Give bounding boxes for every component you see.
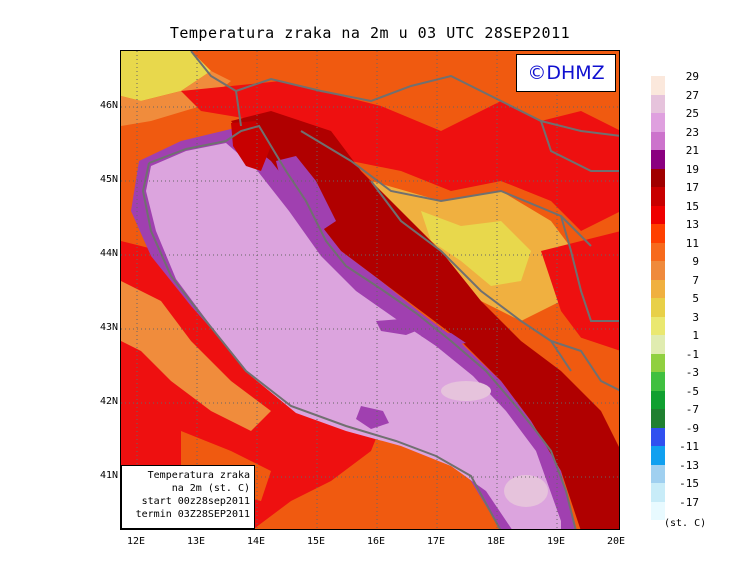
legend-swatch <box>651 464 665 483</box>
info-line: na 2m (st. C) <box>171 483 250 494</box>
legend-swatch <box>651 298 665 317</box>
legend-label: 19 <box>685 162 699 176</box>
borders <box>141 51 619 529</box>
istria-peninsula <box>231 121 271 171</box>
legend-swatch <box>651 224 665 243</box>
warm-zone-light-orange <box>121 71 231 126</box>
legend-swatch <box>651 113 665 132</box>
dhmz-watermark: ©DHMZ <box>516 54 616 92</box>
dalmatian-island <box>376 319 421 335</box>
graticule <box>121 51 619 529</box>
lon-label-12e: 12E <box>126 536 146 547</box>
legend-label: 25 <box>685 107 699 120</box>
legend-label: 17 <box>685 181 699 194</box>
legend-label: 29 <box>685 70 699 83</box>
legend-swatch <box>651 131 665 150</box>
sea-light-patch <box>441 381 491 401</box>
lon-label-17e: 17E <box>426 536 446 547</box>
legend-label: -7 <box>685 403 699 416</box>
lon-label-13e: 13E <box>186 536 206 547</box>
legend-unit: (st. C) <box>664 518 707 529</box>
info-box: Temperatura zraka na 2m (st. C) start 00… <box>121 465 255 529</box>
legend-swatch <box>651 279 665 298</box>
legend-label: -1 <box>685 347 699 361</box>
legend-label: -17 <box>679 495 699 509</box>
zone-red-east <box>541 231 619 379</box>
warm-zone-yellow <box>121 51 211 101</box>
legend-swatch <box>651 501 665 520</box>
lat-label-42n: 42N <box>99 396 118 407</box>
legend-label: 15 <box>685 199 699 213</box>
info-line: termin 03Z28SEP2011 <box>135 509 250 520</box>
legend-label: -3 <box>685 366 699 379</box>
legend-swatch <box>651 409 665 428</box>
legend-swatch <box>651 168 665 187</box>
legend-label: 21 <box>685 144 699 157</box>
sea-light-patch <box>504 475 548 507</box>
info-line: start 00z28sep2011 <box>141 496 250 507</box>
map-frame <box>120 50 620 530</box>
legend-swatch <box>651 76 665 95</box>
legend-label: 23 <box>685 125 699 139</box>
zone-yellow-inland-2 <box>421 211 531 286</box>
map-title: Temperatura zraka na 2m u 03 UTC 28SEP20… <box>169 24 571 42</box>
legend-label: 27 <box>685 88 699 102</box>
legend-swatch <box>651 261 665 280</box>
legend-swatch <box>651 390 665 409</box>
legend-swatch <box>651 205 665 224</box>
lat-label-43n: 43N <box>99 322 118 333</box>
legend-label: 13 <box>685 218 699 231</box>
legend-swatch <box>651 427 665 446</box>
lon-label-18e: 18E <box>486 536 506 547</box>
legend-swatch <box>651 316 665 335</box>
gargano-peninsula <box>356 406 389 429</box>
lat-label-46n: 46N <box>99 100 118 111</box>
legend-swatch <box>651 446 665 465</box>
legend-label: -11 <box>679 440 699 453</box>
adriatic-sea <box>146 143 561 529</box>
legend-label: 11 <box>685 236 699 250</box>
zone-italy-orange <box>121 281 271 431</box>
lon-label-16e: 16E <box>366 536 386 547</box>
legend-label: 7 <box>692 273 699 287</box>
legend-swatch <box>651 372 665 391</box>
temperature-map <box>121 51 619 529</box>
lat-label-44n: 44N <box>99 248 118 259</box>
legend-swatch <box>651 335 665 354</box>
legend-label: 5 <box>692 292 699 305</box>
lon-label-14e: 14E <box>246 536 266 547</box>
legend-swatch <box>651 187 665 206</box>
legend-label: -5 <box>685 384 699 398</box>
lon-label-19e: 19E <box>546 536 566 547</box>
kvarner-islands <box>276 156 336 231</box>
lon-label-20e: 20E <box>606 536 626 547</box>
legend-swatch <box>651 483 665 502</box>
lat-label-45n: 45N <box>99 174 118 185</box>
legend-swatch <box>651 94 665 113</box>
legend-label: 9 <box>692 255 699 268</box>
legend-swatch <box>651 150 665 169</box>
legend-label: -9 <box>685 421 699 435</box>
legend-swatch <box>651 242 665 261</box>
legend-label: -13 <box>679 458 699 472</box>
legend-label: -15 <box>679 477 699 490</box>
legend-label: 3 <box>692 310 699 324</box>
legend-label: 1 <box>692 329 699 342</box>
lon-label-15e: 15E <box>306 536 326 547</box>
info-line: Temperatura zraka <box>147 470 250 481</box>
lat-label-41n: 41N <box>99 470 118 481</box>
legend-swatch <box>651 353 665 372</box>
